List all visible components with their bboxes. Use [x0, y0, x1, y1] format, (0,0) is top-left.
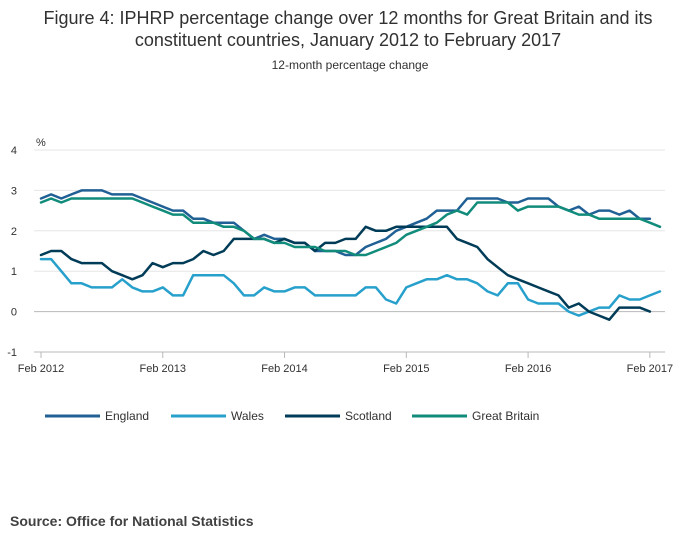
- x-tick-label: Feb 2016: [505, 363, 551, 375]
- y-tick-label: 1: [11, 266, 17, 278]
- x-tick-label: Feb 2013: [140, 363, 186, 375]
- series-line-great-britain: [39, 197, 662, 257]
- series-line-scotland: [39, 225, 652, 321]
- source-note: Source: Office for National Statistics: [10, 513, 254, 529]
- x-tick-label: Feb 2015: [383, 363, 429, 375]
- x-tick-label: Feb 2012: [18, 363, 64, 375]
- legend-item-england[interactable]: England: [45, 409, 149, 423]
- x-tick-label: Feb 2014: [261, 363, 307, 375]
- x-tick-label: Feb 2017: [627, 363, 673, 375]
- legend: England Wales Scotland Great Britain: [45, 409, 539, 423]
- y-tick-label: 0: [11, 307, 17, 319]
- chart-title-line-1: Figure 4: IPHRP percentage change over 1…: [44, 8, 653, 28]
- legend-label: Scotland: [345, 409, 392, 423]
- y-tick-label: -1: [7, 347, 17, 359]
- legend-item-great-britain[interactable]: Great Britain: [412, 409, 539, 423]
- chart-subtitle: 12-month percentage change: [272, 58, 429, 72]
- legend-label: England: [105, 409, 149, 423]
- series-lines: [39, 189, 662, 321]
- y-tick-label: 3: [11, 185, 17, 197]
- legend-item-scotland[interactable]: Scotland: [285, 409, 392, 423]
- y-axis-unit: %: [36, 137, 46, 149]
- series-line-wales: [39, 257, 662, 317]
- series-line-england: [39, 189, 652, 257]
- legend-label: Wales: [231, 409, 264, 423]
- y-tick-label: 4: [11, 145, 17, 157]
- legend-item-wales[interactable]: Wales: [171, 409, 264, 423]
- gridlines: [34, 149, 665, 353]
- legend-label: Great Britain: [472, 409, 539, 423]
- y-tick-label: 2: [11, 226, 17, 238]
- chart-title-line-2: constituent countries, January 2012 to F…: [135, 30, 561, 50]
